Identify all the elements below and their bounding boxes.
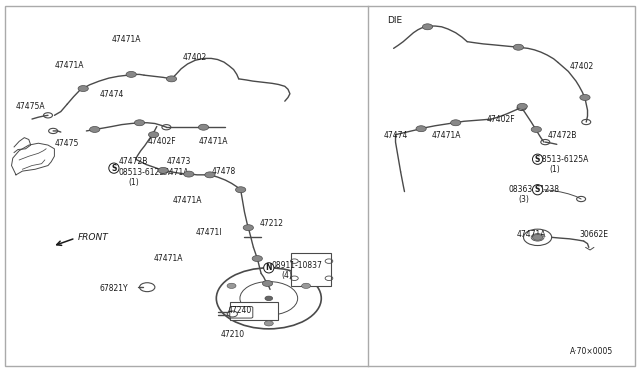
Text: N: N [266,263,272,272]
Text: 08513-6125A: 08513-6125A [538,155,589,164]
Circle shape [148,132,159,138]
Circle shape [517,103,527,109]
Circle shape [265,296,273,301]
Text: 47474: 47474 [384,131,408,140]
Text: 47240: 47240 [227,306,252,315]
Circle shape [236,187,246,193]
Text: 47474: 47474 [99,90,124,99]
Text: 47471A: 47471A [54,61,84,70]
Text: 47471A: 47471A [154,254,183,263]
Circle shape [205,172,215,178]
Circle shape [126,71,136,77]
Text: S: S [535,155,540,164]
Text: 08513-6125A: 08513-6125A [118,169,170,177]
Text: 30662E: 30662E [579,230,608,239]
Text: S: S [111,164,116,173]
Text: 47402F: 47402F [486,115,515,124]
Text: 47471A: 47471A [160,169,189,177]
Circle shape [532,234,543,240]
Circle shape [158,167,168,173]
Text: DIE: DIE [387,16,403,25]
Circle shape [451,120,461,126]
Circle shape [531,126,541,132]
Text: 47472B: 47472B [118,157,148,166]
Text: 47471A: 47471A [432,131,461,140]
Text: 47210: 47210 [221,330,245,339]
Text: (4): (4) [282,271,292,280]
Text: 47475A: 47475A [16,102,45,110]
Circle shape [264,321,273,326]
Circle shape [301,283,310,288]
Circle shape [262,280,273,286]
Text: (1): (1) [549,165,560,174]
FancyBboxPatch shape [5,6,635,366]
Text: 47473: 47473 [166,157,191,166]
Text: 08363-61238: 08363-61238 [509,185,560,194]
Text: 47471A: 47471A [517,230,547,239]
Circle shape [513,44,524,50]
Circle shape [580,94,590,100]
Circle shape [198,124,209,130]
Circle shape [252,256,262,262]
Text: A·70×0005: A·70×0005 [570,347,613,356]
Circle shape [78,86,88,92]
Circle shape [90,126,100,132]
Text: 47212: 47212 [259,219,284,228]
Circle shape [243,225,253,231]
Text: (3): (3) [518,195,529,203]
Circle shape [184,171,194,177]
Text: 47471l: 47471l [195,228,221,237]
Text: 47471A: 47471A [173,196,202,205]
Circle shape [422,24,433,30]
Text: 47471A: 47471A [198,137,228,146]
Text: 47471A: 47471A [112,35,141,44]
Text: 47402: 47402 [182,53,207,62]
Circle shape [166,76,177,82]
Text: 67821Y: 67821Y [99,284,128,293]
FancyBboxPatch shape [230,302,278,320]
Circle shape [227,283,236,288]
Text: 47402F: 47402F [147,137,176,146]
Text: 47402: 47402 [570,62,594,71]
Text: S: S [535,185,540,194]
Text: 47478: 47478 [211,167,236,176]
Text: 47475: 47475 [54,139,79,148]
Text: 47472B: 47472B [547,131,577,140]
Circle shape [134,120,145,126]
Circle shape [416,126,426,132]
Text: (1): (1) [128,178,139,187]
FancyBboxPatch shape [291,253,331,286]
Text: 08911-10837: 08911-10837 [272,262,323,270]
Text: FRONT: FRONT [78,233,109,242]
FancyBboxPatch shape [230,307,253,318]
